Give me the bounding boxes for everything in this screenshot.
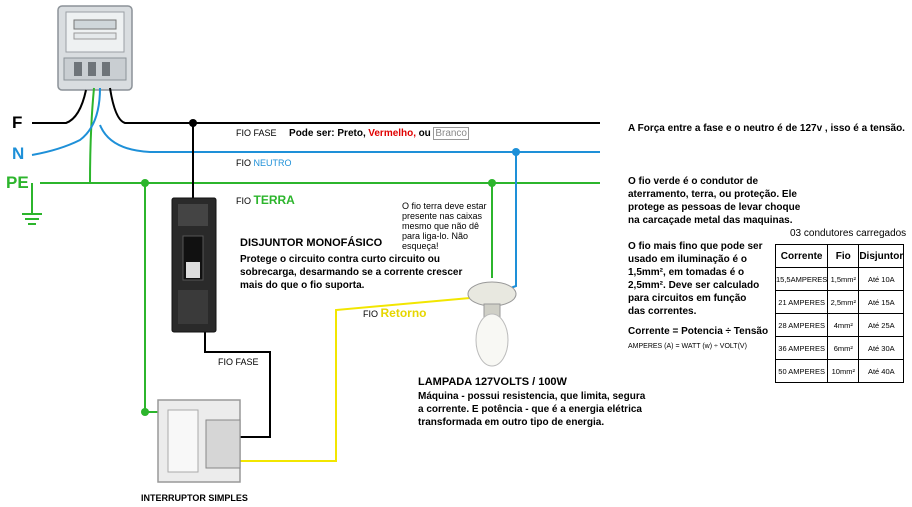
note-fino: O fio mais fino que pode ser usado em il… <box>628 241 763 317</box>
fio-retorno-label: FIO Retorno <box>363 306 427 320</box>
table-row: 50 AMPERES 10mm² Até 40A <box>774 359 905 383</box>
interruptor-label: INTERRUPTOR SIMPLES <box>141 493 248 503</box>
cell-fio: 10mm² <box>827 359 860 383</box>
terra-note: O fio terra deve estar presente nas caix… <box>402 201 487 251</box>
fio-neutro-label: FIO NEUTRO <box>236 158 292 168</box>
lamp <box>467 281 517 367</box>
junction-dots <box>141 119 520 416</box>
lampada-title: LAMPADA 127VOLTS / 100W <box>418 376 567 388</box>
fio-fase-label-2: FIO FASE <box>218 357 259 367</box>
cell-disjuntor: Até 30A <box>858 336 905 360</box>
cell-fio: 4mm² <box>827 313 860 337</box>
th-fio: Fio <box>827 244 860 268</box>
cell-corrente: 15,5AMPERES <box>774 267 829 291</box>
ground-symbol <box>22 183 42 225</box>
fio-fase-text: FIO FASE <box>236 128 277 138</box>
table-title: 03 condutores carregados <box>790 228 907 239</box>
cell-fio: 2,5mm² <box>827 290 860 314</box>
ou-text: ou <box>418 128 431 139</box>
cell-fio: 1,5mm² <box>827 267 860 291</box>
cell-corrente: 50 AMPERES <box>774 359 829 383</box>
cell-fio: 6mm² <box>827 336 860 360</box>
table-row: 28 AMPERES 4mm² Até 25A <box>774 313 905 337</box>
table-row: 15,5AMPERES 1,5mm² Até 10A <box>774 267 905 291</box>
fio-retorno-prefix: FIO <box>363 309 378 319</box>
table-header-row: Corrente Fio Disjuntor <box>774 244 905 268</box>
fio-fase-label: FIO FASE Pode ser: Preto, Vermelho, ou B… <box>236 127 469 140</box>
label-f: F <box>12 113 23 132</box>
cell-disjuntor: Até 10A <box>858 267 905 291</box>
vermelho-text: Vermelho, <box>368 128 417 139</box>
breaker <box>171 197 217 333</box>
wire-fase <box>32 87 600 438</box>
disjuntor-desc: Protege o circuito contra curto circuito… <box>240 254 463 291</box>
fio-terra-word: TERRA <box>253 193 295 207</box>
cell-disjuntor: Até 15A <box>858 290 905 314</box>
note-forca: A Força entre a fase e o neutro é de 127… <box>628 123 905 134</box>
label-n: N <box>12 144 25 163</box>
table-row: 36 AMPERES 6mm² Até 30A <box>774 336 905 360</box>
cell-corrente: 36 AMPERES <box>774 336 829 360</box>
formula-units: AMPERES (A) = WATT (w) ÷ VOLT(V) <box>628 343 747 350</box>
fio-terra-label: FIO TERRA <box>236 193 295 207</box>
pode-ser-text: Pode ser: Preto, <box>289 128 366 139</box>
cell-disjuntor: Até 40A <box>858 359 905 383</box>
cell-corrente: 28 AMPERES <box>774 313 829 337</box>
fio-retorno-word: Retorno <box>380 306 427 320</box>
disjuntor-title: DISJUNTOR MONOFÁSICO <box>240 237 383 249</box>
note-verde: O fio verde é o condutor de aterramento,… <box>628 176 801 226</box>
switch <box>157 399 241 483</box>
formula: Corrente = Potencia ÷ Tensão <box>628 326 769 337</box>
fio-neutro-prefix: FIO <box>236 158 251 168</box>
cell-corrente: 21 AMPERES <box>774 290 829 314</box>
lampada-desc: Máquina - possui resistencia, que limita… <box>418 391 646 428</box>
cell-disjuntor: Até 25A <box>858 313 905 337</box>
label-pe: PE <box>6 173 29 192</box>
table-row: 21 AMPERES 2,5mm² Até 15A <box>774 290 905 314</box>
branco-text: Branco <box>433 127 469 140</box>
conductor-table: Corrente Fio Disjuntor 15,5AMPERES 1,5mm… <box>774 244 905 383</box>
fio-terra-prefix: FIO <box>236 196 251 206</box>
energy-meter <box>57 5 133 91</box>
fio-neutro-word: NEUTRO <box>253 158 292 168</box>
th-disjuntor: Disjuntor <box>858 244 905 268</box>
th-corrente: Corrente <box>774 244 829 268</box>
